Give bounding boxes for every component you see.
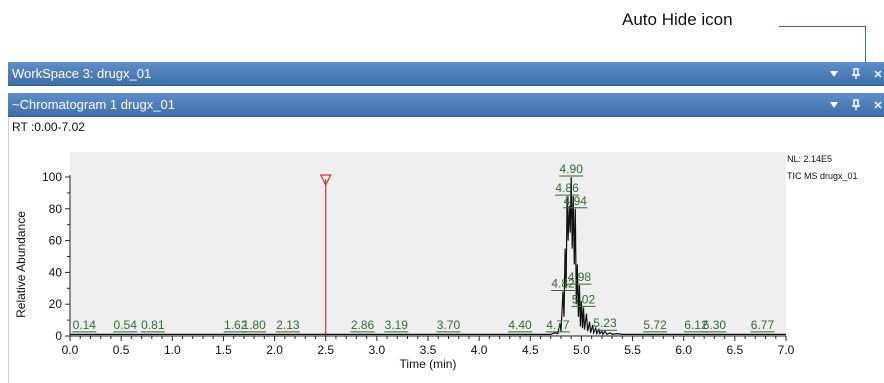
y-tick-label: 100 — [42, 170, 62, 184]
peak-label: 1.80 — [242, 318, 266, 332]
triangle-down-icon[interactable] — [828, 67, 840, 81]
normalization-level-info: NL: 2.14E5 TIC MS drugx_01 — [787, 151, 858, 185]
peak-label: 4.86 — [555, 181, 579, 195]
peak-label: 0.81 — [141, 318, 165, 332]
callout-leader-line — [779, 26, 866, 27]
peak-label: 6.30 — [703, 318, 727, 332]
chromatogram-title-bar: ~Chromatogram 1 drugx_01 — [8, 93, 884, 117]
callout-leader-line-vertical — [865, 26, 866, 68]
x-tick-label: 7.0 — [778, 343, 795, 357]
peak-label: 4.82 — [551, 276, 575, 290]
peak-label: 6.77 — [751, 318, 775, 332]
pushpin-icon[interactable] — [850, 67, 862, 81]
triangle-down-icon[interactable] — [828, 98, 840, 112]
peak-label: 3.19 — [385, 318, 409, 332]
y-tick-label: 40 — [49, 265, 63, 279]
x-tick-label: 6.5 — [727, 343, 744, 357]
panel-left-border — [8, 117, 9, 383]
x-tick-label: 4.5 — [522, 343, 539, 357]
y-tick-label: 20 — [49, 297, 63, 311]
y-tick-label: 60 — [49, 234, 63, 248]
x-axis-label: Time (min) — [400, 357, 457, 371]
chromatogram-trace — [70, 176, 786, 336]
nl-value: NL: 2.14E5 — [787, 154, 833, 164]
rt-marker-triangle — [319, 174, 332, 187]
peak-label: 1.62 — [224, 318, 248, 332]
close-icon[interactable] — [872, 67, 884, 81]
x-tick-label: 1.0 — [164, 343, 181, 357]
x-tick-label: 5.5 — [624, 343, 641, 357]
y-tick-label: 80 — [49, 202, 63, 216]
x-tick-label: 6.0 — [675, 343, 692, 357]
pushpin-icon[interactable] — [850, 98, 862, 112]
peak-label: 5.02 — [572, 292, 596, 306]
workspace-title-bar: WorkSpace 3: drugx_01 — [8, 62, 884, 86]
y-axis-label: Relative Abundance — [14, 211, 28, 318]
close-icon[interactable] — [872, 98, 884, 112]
peak-label: 5.72 — [643, 318, 667, 332]
peak-label: 4.90 — [560, 162, 584, 176]
scan-filter: TIC MS drugx_01 — [787, 171, 858, 181]
peak-label: 5.23 — [593, 316, 617, 330]
peak-label: 2.13 — [276, 318, 300, 332]
peak-label: 3.70 — [437, 318, 461, 332]
x-tick-label: 3.5 — [420, 343, 437, 357]
auto-hide-callout-label: Auto Hide icon — [622, 10, 733, 29]
chromatogram-window-controls — [828, 93, 884, 117]
x-tick-label: 4.0 — [471, 343, 488, 357]
x-tick-label: 2.0 — [266, 343, 283, 357]
peak-label: 4.94 — [564, 194, 588, 208]
x-tick-label: 0.5 — [113, 343, 130, 357]
x-tick-label: 2.5 — [317, 343, 334, 357]
peak-label: 4.98 — [568, 270, 592, 284]
y-tick-label: 0 — [55, 329, 62, 343]
x-tick-label: 5.0 — [573, 343, 590, 357]
x-tick-label: 1.5 — [215, 343, 232, 357]
plot-area — [70, 152, 786, 336]
x-tick-label: 0.0 — [62, 343, 79, 357]
peak-label: 0.54 — [114, 318, 138, 332]
peak-label: 6.12 — [684, 318, 708, 332]
x-tick-label: 3.0 — [369, 343, 386, 357]
peak-label: 0.14 — [73, 318, 97, 332]
peak-label: 4.40 — [508, 318, 532, 332]
peak-label: 4.77 — [546, 318, 570, 332]
workspace-window-controls — [828, 62, 884, 86]
chromatogram-title: ~Chromatogram 1 drugx_01 — [12, 97, 175, 112]
peak-label: 2.86 — [351, 318, 375, 332]
retention-time-range: RT :0.00-7.02 — [12, 120, 85, 134]
workspace-title: WorkSpace 3: drugx_01 — [12, 66, 152, 81]
